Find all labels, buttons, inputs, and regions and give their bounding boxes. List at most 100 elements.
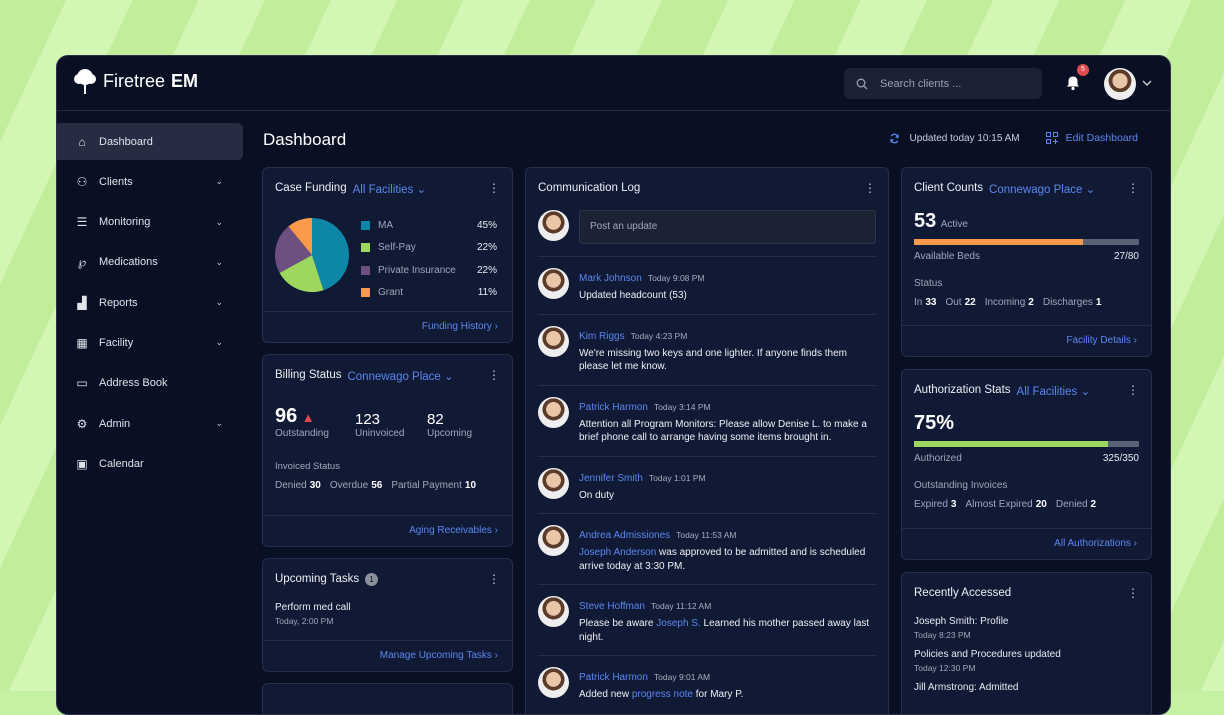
sidebar-item-dashboard[interactable]: ⌂ Dashboard [57, 123, 243, 160]
legend-item: Private Insurance 22% [361, 259, 497, 282]
billing-status-card: Billing Status Connewago Place ⌄ ⋮ 96 ▲ Ou… [262, 354, 513, 547]
more-icon[interactable]: ⋮ [488, 181, 500, 195]
sidebar-item-admin[interactable]: ⚙ Admin ⌄ [57, 405, 243, 442]
legend-swatch [361, 265, 370, 275]
stat-upcoming: 82 Upcoming [427, 405, 472, 439]
stat-value: 20 [1035, 499, 1047, 510]
aging-receivables-link[interactable]: Aging Receivables › [263, 515, 512, 546]
message-text-part: was approved to be admitted and is sched… [579, 547, 866, 572]
author-link[interactable]: Patrick Harmon [579, 401, 648, 413]
app-window: Firetree EM Search clients ... 5 ⌂ Dashboa… [56, 55, 1171, 715]
card-title: Upcoming Tasks [275, 573, 360, 585]
all-authorizations-link[interactable]: All Authorizations › [902, 528, 1151, 559]
list-item[interactable]: Policies and Procedures updated Today 12:… [914, 649, 1061, 673]
author-link[interactable]: Jennifer Smith [579, 472, 643, 484]
sidebar-item-facility[interactable]: ▦ Facility ⌄ [57, 324, 243, 361]
active-label: Active [940, 219, 968, 230]
sidebar-item-medications[interactable]: ℘ Medications ⌄ [57, 244, 243, 281]
funding-history-link[interactable]: Funding History › [263, 311, 512, 342]
refresh-icon[interactable] [889, 133, 900, 144]
sidebar-item-address-book[interactable]: ▭ Address Book [57, 365, 243, 402]
active-count: 53 [914, 210, 937, 232]
message-time: Today 4:23 PM [630, 330, 688, 341]
list-item: Mark Johnson Today 9:08 PM Updated headcou… [538, 256, 876, 314]
legend-swatch [361, 220, 370, 230]
message-time: Today 3:14 PM [653, 401, 711, 412]
author-link[interactable]: Steve Hoffman [579, 601, 645, 612]
stat-value: 2 [1090, 499, 1097, 510]
status-values: In 33 Out 22 Incoming 2 Discharges 1 [914, 297, 1139, 308]
message-time: Today 1:01 PM [648, 472, 706, 483]
item-title: Joseph Smith: Profile [914, 616, 1009, 627]
sidebar-item-label: Medications [99, 256, 158, 269]
sidebar-item-monitoring[interactable]: ☰ Monitoring ⌄ [57, 204, 243, 241]
pie-legend: MA 45% Self-Pay 22% Private Insurance 22% Gran… [361, 214, 497, 304]
stat-label: Discharges [1042, 297, 1093, 308]
more-icon[interactable]: ⋮ [864, 181, 876, 195]
tree-icon [74, 69, 96, 94]
message-text: Attention all Program Monitors: Please a… [579, 418, 876, 445]
manage-tasks-link[interactable]: Manage Upcoming Tasks › [263, 640, 512, 671]
user-avatar[interactable] [1104, 68, 1136, 100]
client-counts-body: 53 Active Available Beds 27/80 Status In 3… [914, 210, 1139, 308]
author-link[interactable]: Kim Riggs [579, 330, 625, 342]
facility-filter[interactable]: Connewago Place ⌄ [347, 371, 454, 383]
stat-value: 22 [964, 297, 976, 308]
edit-dashboard-button[interactable]: Edit Dashboard [1045, 132, 1138, 144]
search-placeholder: Search clients ... [880, 77, 962, 90]
sidebar-item-reports[interactable]: ▟ Reports ⌄ [57, 284, 243, 321]
chevron-down-icon: ⌄ [215, 418, 223, 429]
search-input[interactable]: Search clients ... [844, 68, 1042, 99]
more-icon[interactable]: ⋮ [488, 572, 500, 586]
more-icon[interactable]: ⋮ [1127, 181, 1139, 195]
post-update-input[interactable]: Post an update [579, 210, 876, 244]
card-partial [262, 683, 513, 714]
list-item[interactable]: Joseph Smith: Profile Today 8:23 PM [914, 616, 1061, 640]
facility-details-link[interactable]: Facility Details › [902, 325, 1151, 356]
pie-slice-grant [288, 218, 312, 255]
pills-icon: ℘ [77, 255, 87, 270]
card-title: Client Counts [914, 182, 984, 194]
facility-filter[interactable]: Connewago Place ⌄ [989, 184, 1096, 196]
updated-status: Updated today 10:15 AM [889, 133, 1020, 144]
chevron-down-icon[interactable] [1142, 79, 1152, 87]
list-item[interactable]: Jill Armstrong: Admitted [914, 682, 1061, 693]
sidebar-item-label: Calendar [99, 457, 144, 470]
task-item[interactable]: Perform med call Today, 2:00 PM [275, 602, 351, 626]
stat-outstanding: 96 ▲ Outstanding [275, 405, 355, 439]
legend-swatch [361, 288, 370, 298]
link-label: Aging Receivables [409, 525, 492, 536]
avatar [538, 467, 569, 499]
author-link[interactable]: Andrea Admissiones [579, 530, 671, 541]
facility-filter[interactable]: All Facilities ⌄ [1016, 386, 1091, 398]
more-icon[interactable]: ⋮ [488, 368, 500, 382]
stat-label: Out [945, 297, 962, 308]
more-icon[interactable]: ⋮ [1127, 586, 1139, 600]
author-link[interactable]: Patrick Harmon [579, 672, 648, 683]
calendar-icon: ▣ [76, 456, 88, 471]
task-count-badge: 1 [365, 573, 379, 586]
post-composer: Post an update [538, 210, 876, 244]
message-text: We're missing two keys and one lighter. … [579, 347, 876, 374]
item-time: Today 12:30 PM [914, 663, 976, 673]
avatar [538, 596, 569, 627]
bell-icon[interactable] [1065, 75, 1081, 91]
mention-link[interactable]: Joseph Anderson [579, 547, 657, 558]
search-icon [856, 78, 868, 89]
author-link[interactable]: Mark Johnson [579, 273, 642, 284]
sidebar-item-clients[interactable]: ⚇ Clients ⌄ [57, 163, 243, 200]
stat: Out 22 [945, 297, 984, 308]
stat: Incoming 2 [985, 297, 1043, 308]
avatar [538, 525, 569, 556]
sidebar-item-calendar[interactable]: ▣ Calendar [57, 445, 243, 482]
brand-name: Firetree [103, 70, 166, 91]
comm-body: Post an update Mark Johnson Today 9:08 PM… [538, 210, 876, 713]
facility-filter[interactable]: All Facilities ⌄ [352, 184, 427, 196]
chevron-down-icon: ⌄ [215, 176, 223, 187]
more-icon[interactable]: ⋮ [1127, 383, 1139, 397]
legend-value: 45% [476, 219, 497, 231]
mention-link[interactable]: Joseph S. [656, 618, 701, 629]
auth-progress-bar [914, 441, 1139, 447]
warning-icon: ▲ [301, 410, 315, 425]
stat-label: Outstanding [275, 428, 329, 439]
